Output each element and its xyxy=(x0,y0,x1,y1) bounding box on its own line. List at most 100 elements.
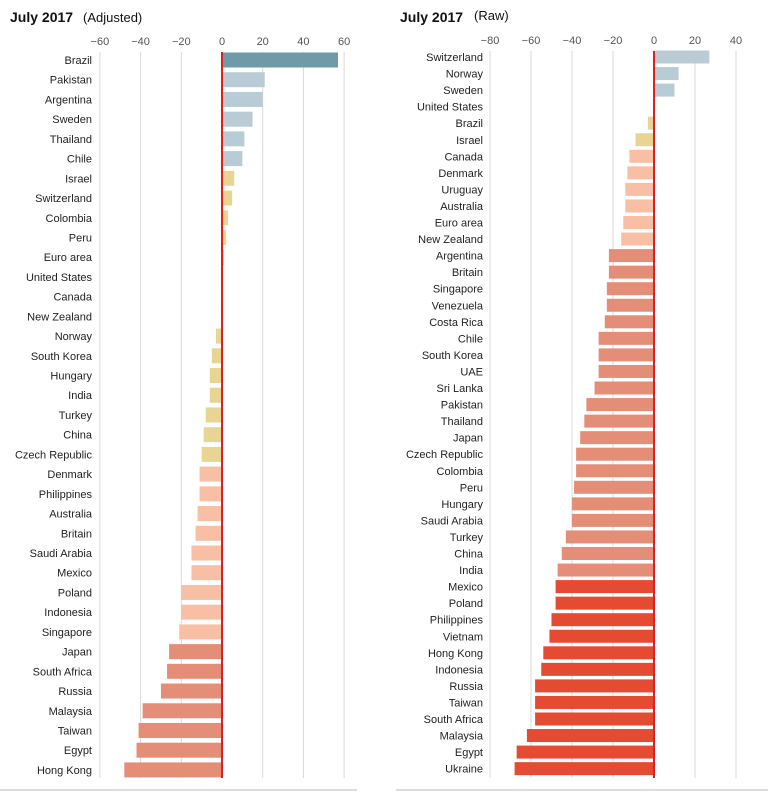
category-label: China xyxy=(63,430,93,442)
category-label: Pakistan xyxy=(50,75,92,87)
category-label: Chile xyxy=(67,154,92,166)
bar xyxy=(222,249,225,265)
category-label: Czech Republic xyxy=(15,449,93,461)
category-label: Pakistan xyxy=(441,400,483,412)
category-label: Hong Kong xyxy=(428,648,483,660)
bar xyxy=(124,762,222,778)
bar xyxy=(205,407,222,423)
bar xyxy=(623,216,654,229)
bar xyxy=(574,480,654,494)
bar xyxy=(580,431,654,445)
category-label: Singapore xyxy=(42,627,92,639)
bar xyxy=(541,662,654,676)
category-label: Mexico xyxy=(448,582,483,594)
x-tick-label: 40 xyxy=(297,36,309,48)
bar xyxy=(222,52,338,68)
category-label: Japan xyxy=(62,647,92,659)
bar xyxy=(191,565,222,581)
category-label: Japan xyxy=(453,433,483,445)
bar xyxy=(557,563,654,577)
bar xyxy=(565,530,654,544)
category-label: South Korea xyxy=(31,351,93,363)
chart-subtitle: (Adjusted) xyxy=(83,10,142,25)
category-label: Britain xyxy=(61,528,92,540)
bar xyxy=(572,513,654,527)
chart-panel-adjusted: −60 −40 −20 0 20 40 60 July 2017 (Adjusted) Brazi… xyxy=(0,9,357,791)
category-label: Thailand xyxy=(50,134,92,146)
bar xyxy=(535,712,654,726)
category-label: Taiwan xyxy=(58,725,92,737)
bar xyxy=(514,762,654,776)
category-label: South Korea xyxy=(422,350,484,362)
bar xyxy=(627,166,654,180)
chart-title: July 2017 xyxy=(10,9,73,25)
bar xyxy=(606,298,654,312)
category-label: Israel xyxy=(65,173,92,185)
category-label: Norway xyxy=(446,69,484,81)
x-tick-label: −40 xyxy=(131,36,150,48)
x-tick-label: 20 xyxy=(257,36,269,48)
bar xyxy=(549,629,654,643)
category-label: Uruguay xyxy=(441,184,483,196)
category-label: Poland xyxy=(449,598,483,610)
bar xyxy=(654,67,679,81)
category-label: Brazil xyxy=(64,55,92,67)
bar xyxy=(576,447,654,461)
category-label: Denmark xyxy=(438,168,483,180)
category-label: Argentina xyxy=(45,94,93,106)
category-label: Thailand xyxy=(441,416,483,428)
category-label: Canada xyxy=(444,151,483,163)
category-label: Hungary xyxy=(50,371,92,383)
category-label: Philippines xyxy=(430,615,484,627)
category-label: Costa Rica xyxy=(429,317,484,329)
category-label: Saudi Arabia xyxy=(30,548,93,560)
category-label: Hungary xyxy=(441,499,483,511)
chart-title: July 2017 xyxy=(400,9,463,25)
x-tick-label: −60 xyxy=(91,36,110,48)
bar xyxy=(535,695,654,709)
bar xyxy=(647,116,654,130)
category-label: Sri Lanka xyxy=(437,383,484,395)
category-label: Singapore xyxy=(433,284,483,296)
bar xyxy=(608,265,654,279)
x-tick-label: −20 xyxy=(172,36,191,48)
category-label: Indonesia xyxy=(435,664,484,676)
category-label: Brazil xyxy=(455,118,483,130)
category-label: Hong Kong xyxy=(37,765,92,777)
bar xyxy=(551,613,654,627)
category-label: South Africa xyxy=(424,714,484,726)
x-tick-label: −20 xyxy=(604,35,623,47)
category-label: Argentina xyxy=(436,251,484,263)
bar xyxy=(598,348,654,362)
category-label: Britain xyxy=(452,267,483,279)
category-label: Sweden xyxy=(52,114,92,126)
category-label: Egypt xyxy=(64,745,92,757)
x-tick-label: −80 xyxy=(481,35,500,47)
bar xyxy=(199,486,222,502)
category-label: Malaysia xyxy=(49,706,93,718)
category-label: Switzerland xyxy=(35,193,92,205)
x-tick-label: 60 xyxy=(338,36,350,48)
category-label: Peru xyxy=(69,232,92,244)
category-label: Chile xyxy=(458,333,483,345)
bar xyxy=(209,387,222,403)
category-label: Australia xyxy=(49,509,93,521)
bar xyxy=(586,398,654,412)
bar xyxy=(598,331,654,345)
bar xyxy=(594,381,654,395)
x-tick-label: 20 xyxy=(689,35,701,47)
bar xyxy=(222,131,245,147)
category-label: Vietnam xyxy=(443,631,483,643)
category-label: China xyxy=(454,549,484,561)
category-label: Turkey xyxy=(59,410,93,422)
category-label: Israel xyxy=(456,135,483,147)
category-label: Ukraine xyxy=(445,764,483,776)
bar xyxy=(555,596,654,610)
category-label: India xyxy=(459,565,484,577)
bar xyxy=(608,249,654,263)
bar xyxy=(572,497,654,511)
bar xyxy=(555,580,654,594)
bar xyxy=(604,315,654,329)
category-label: Sweden xyxy=(443,85,483,97)
